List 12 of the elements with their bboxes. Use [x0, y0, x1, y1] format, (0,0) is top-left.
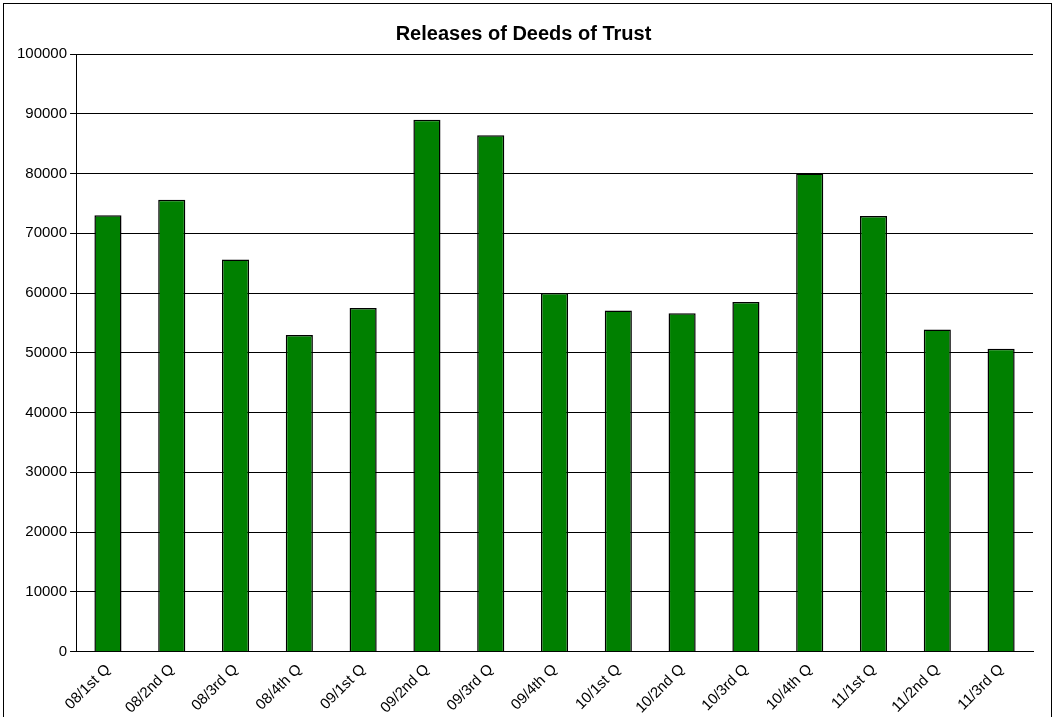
y-tick-label: 50000 [25, 342, 68, 360]
y-tick-label: 0 [58, 641, 68, 659]
y-tick-label: 70000 [25, 223, 68, 241]
chart-title: Releases of Deeds of Trust [395, 21, 652, 44]
y-tick-label: 10000 [25, 582, 68, 600]
y-tick-label: 90000 [25, 103, 68, 121]
y-tick-label: 40000 [25, 402, 68, 420]
y-tick-label: 80000 [25, 163, 68, 181]
y-tick-label: 30000 [25, 462, 68, 480]
y-tick-label: 60000 [25, 283, 68, 301]
y-tick-label: 100000 [16, 44, 68, 62]
y-tick-label: 20000 [25, 522, 68, 540]
